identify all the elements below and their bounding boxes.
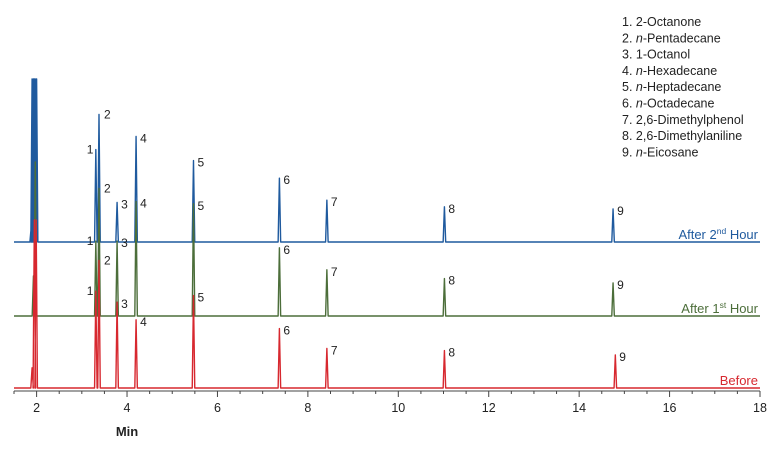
trace-line-1 (14, 78, 760, 243)
x-tick-label: 8 (304, 401, 311, 415)
legend-entry-9: 9. n-Eicosane (622, 145, 698, 159)
legend-entry-4: 4. n-Hexadecane (622, 64, 717, 78)
legend-entry-2: 2. n-Pentadecane (622, 31, 721, 45)
legend-entry-6: 6. n-Octadecane (622, 97, 714, 111)
peak-label-5: 5 (198, 156, 205, 170)
peak-label-9: 9 (617, 278, 624, 292)
trace-label-3: Before (720, 373, 758, 388)
peak-label-8: 8 (448, 274, 455, 288)
legend-entry-5: 5. n-Heptadecane (622, 80, 721, 94)
legend-entry-7: 7. 2,6-Dimethylphenol (622, 113, 744, 127)
peak-label-2: 2 (104, 253, 111, 267)
x-tick-label: 18 (753, 401, 767, 415)
legend: 1. 2-Octanone 2. n-Pentadecane 3. 1-Octano… (622, 15, 744, 159)
peak-label-8: 8 (448, 202, 455, 216)
peak-label-7: 7 (331, 265, 338, 279)
peak-label-1: 1 (87, 234, 94, 248)
x-tick-label: 16 (663, 401, 677, 415)
legend-entry-8: 8. 2,6-Dimethylaniline (622, 129, 742, 143)
peak-label-3: 3 (121, 236, 128, 250)
peak-label-6: 6 (283, 173, 290, 187)
peak-label-3: 3 (121, 197, 128, 211)
x-axis: 2 4 6 8 10 12 14 16 18 Min (13, 390, 767, 439)
peak-label-1: 1 (87, 284, 94, 298)
peak-label-1: 1 (87, 143, 94, 157)
trace-label-1: After 2nd Hour (678, 226, 758, 242)
peak-label-6: 6 (283, 324, 290, 338)
peak-label-4: 4 (140, 315, 147, 329)
legend-entry-1: 1. 2-Octanone (622, 15, 701, 29)
peak-label-8: 8 (448, 346, 455, 360)
x-tick-label: 10 (391, 401, 405, 415)
x-tick-label: 14 (572, 401, 586, 415)
peak-label-4: 4 (140, 197, 147, 211)
peak-label-3: 3 (121, 297, 128, 311)
peak-label-4: 4 (140, 131, 147, 145)
x-axis-title: Min (116, 424, 138, 439)
peak-label-7: 7 (331, 195, 338, 209)
trace-label-2: After 1st Hour (681, 300, 758, 316)
x-tick-label: 12 (482, 401, 496, 415)
peak-label-7: 7 (331, 343, 338, 357)
x-tick-label: 6 (214, 401, 221, 415)
peak-label-2: 2 (104, 107, 111, 121)
peak-label-9: 9 (619, 350, 626, 364)
x-tick-label: 4 (124, 401, 131, 415)
peak-label-5: 5 (198, 291, 205, 305)
legend-entry-3: 3. 1-Octanol (622, 48, 690, 62)
trace-line-3 (14, 219, 760, 389)
peak-label-6: 6 (283, 243, 290, 257)
x-tick-label: 2 (33, 401, 40, 415)
peak-label-2: 2 (104, 181, 111, 195)
peak-label-9: 9 (617, 204, 624, 218)
peak-label-5: 5 (198, 199, 205, 213)
